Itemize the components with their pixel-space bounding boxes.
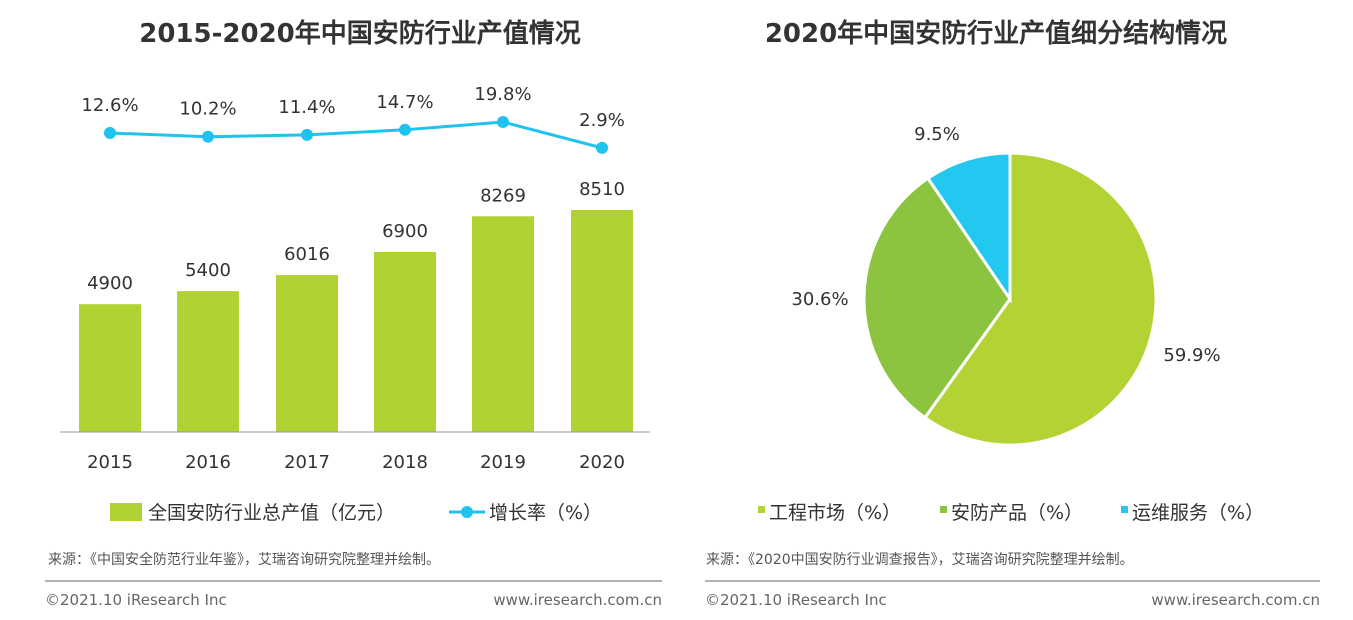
legend-bar-label: 全国安防行业总产值（亿元）: [148, 502, 395, 524]
legend-line-label: 增长率（%）: [489, 502, 602, 524]
left-website: www.iresearch.com.cn: [493, 591, 662, 609]
bar-2020: [571, 210, 633, 432]
bar-value-label: 5400: [185, 260, 231, 281]
left-source-note: 来源：《中国安全防范行业年鉴》，艾瑞咨询研究院整理并绘制。: [48, 551, 440, 568]
bar-value-label: 8510: [579, 179, 625, 200]
legend-swatch-services: [1121, 506, 1128, 513]
growth-point-2018: [399, 123, 411, 136]
bar-chart: 4900 2015 5400 2016 6016 2017 6900 2018 8269 2019…: [79, 84, 633, 473]
bar-chart-title: 2015-2020年中国安防行业产值情况: [139, 18, 581, 49]
bar-2017: [276, 275, 338, 432]
growth-rate-label: 12.6%: [81, 95, 138, 116]
bar-value-label: 6016: [284, 244, 330, 265]
x-tick-label: 2019: [480, 452, 526, 473]
growth-rate-label: 10.2%: [179, 99, 236, 120]
legend-label-engineering: 工程市场（%）: [769, 502, 901, 524]
bar-value-label: 4900: [87, 273, 133, 294]
bar-2018: [374, 252, 436, 432]
growth-point-2016: [202, 130, 214, 143]
bar-value-label: 6900: [382, 221, 428, 242]
pie-chart-title: 2020年中国安防行业产值细分结构情况: [765, 18, 1227, 49]
pie-slice-label: 59.9%: [1163, 345, 1220, 366]
right-copyright: ©2021.10 iResearch Inc: [705, 591, 887, 609]
left-copyright: ©2021.10 iResearch Inc: [45, 591, 227, 609]
growth-rate-label: 14.7%: [376, 92, 433, 113]
growth-rate-label: 2.9%: [579, 110, 625, 131]
x-tick-label: 2017: [284, 452, 330, 473]
pie-slice: [925, 151, 1012, 304]
legend-line-marker: [461, 506, 473, 518]
legend-bar-swatch: [110, 503, 142, 521]
bar-2015: [79, 304, 141, 432]
right-website: www.iresearch.com.cn: [1151, 591, 1320, 609]
growth-rate-line: [109, 120, 603, 150]
growth-point-2017: [301, 128, 313, 141]
legend-label-services: 运维服务（%）: [1132, 502, 1264, 524]
legend-label-products: 安防产品（%）: [951, 502, 1083, 524]
legend-swatch-engineering: [758, 506, 765, 513]
x-tick-label: 2016: [185, 452, 231, 473]
pie-slice-label: 9.5%: [914, 124, 960, 145]
bar-2019: [472, 216, 534, 432]
legend-swatch-products: [940, 506, 947, 513]
x-tick-label: 2015: [87, 452, 133, 473]
growth-point-2019: [497, 116, 509, 129]
growth-point-2015: [104, 127, 116, 140]
growth-rate-label: 11.4%: [278, 97, 335, 118]
growth-point-2020: [596, 141, 608, 154]
pie-slice-label: 30.6%: [791, 289, 848, 310]
x-tick-label: 2018: [382, 452, 428, 473]
pie-slice: [862, 176, 1012, 420]
pie-slice: [922, 151, 1158, 447]
pie-chart: 59.9% 30.6% 9.5%: [791, 124, 1221, 447]
bar-value-label: 8269: [480, 185, 526, 206]
right-source-note: 来源：《2020中国安防行业调查报告》，艾瑞咨询研究院整理并绘制。: [706, 552, 1134, 568]
growth-rate-label: 19.8%: [474, 84, 531, 105]
x-tick-label: 2020: [579, 452, 625, 473]
bar-2016: [177, 291, 239, 432]
